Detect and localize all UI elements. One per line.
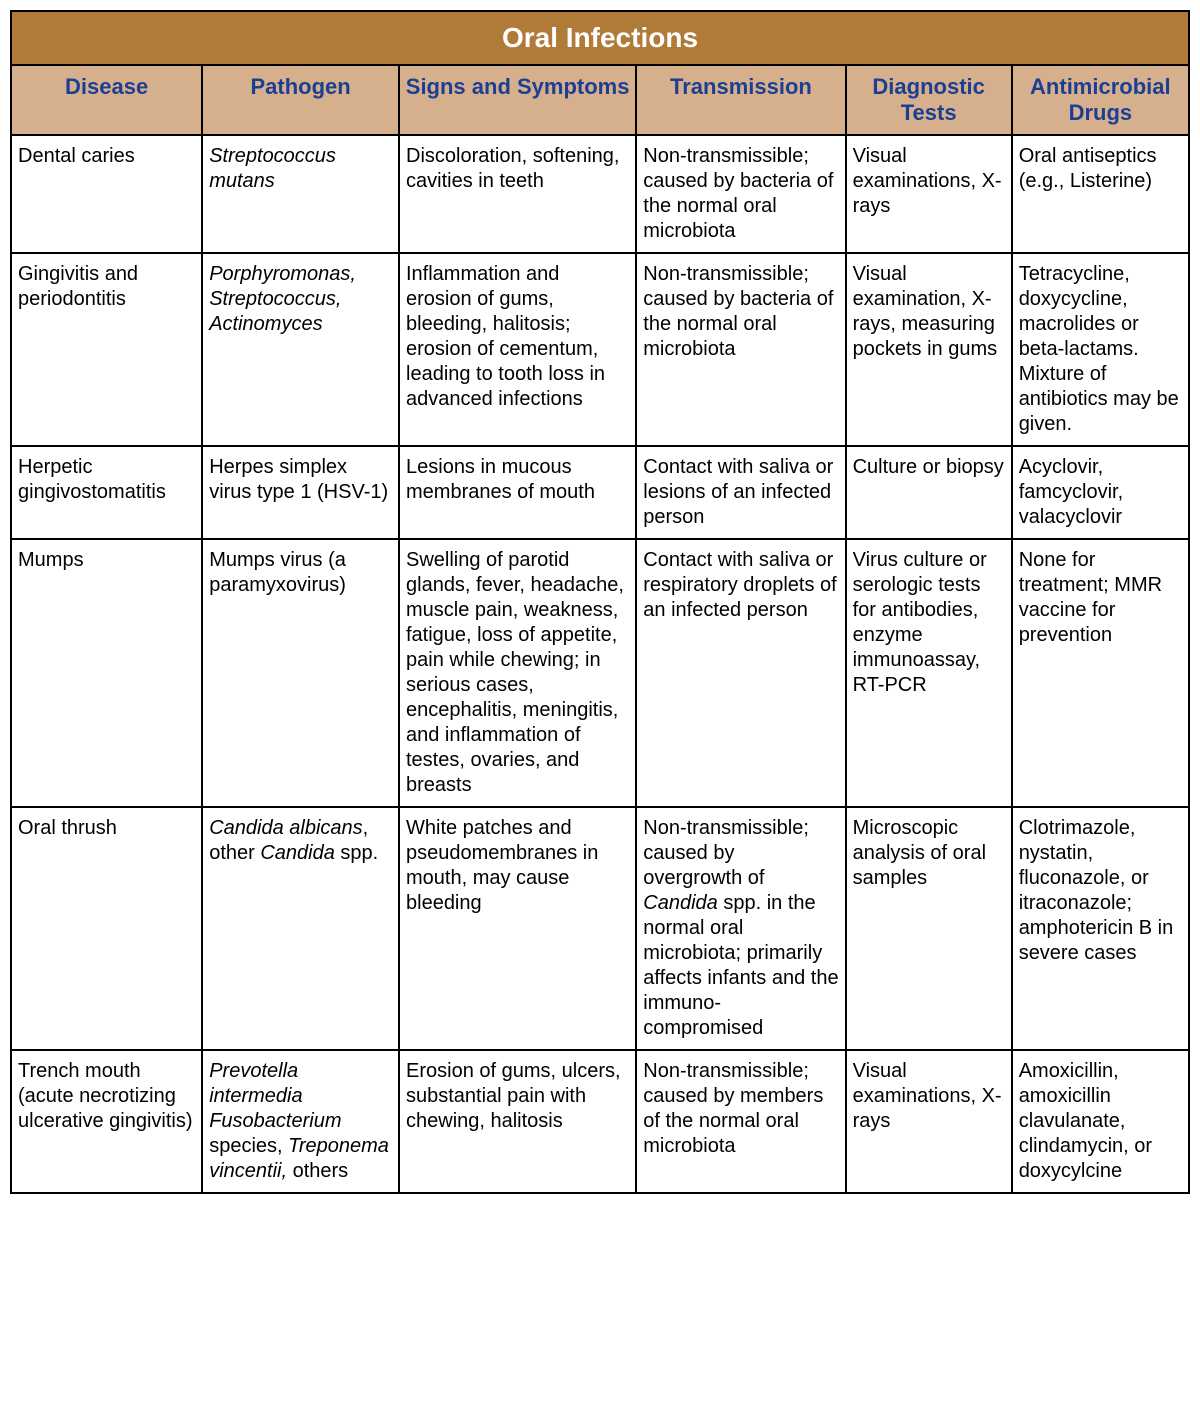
cell-symptoms: Discoloration, softening, cavities in te… <box>399 135 636 253</box>
trans-italic: Candida <box>643 892 718 914</box>
trans-pre: Non-transmissible; caused by overgrowth … <box>643 817 809 889</box>
cell-disease: Gingivitis and periodontitis <box>11 253 202 446</box>
pathogen-italic: Porphyromonas, Streptococcus, Actinomyce… <box>209 263 356 335</box>
cell-diagnostic: Culture or biopsy <box>846 446 1012 539</box>
cell-disease: Herpetic gingivostomatitis <box>11 446 202 539</box>
cell-transmission: Non-transmissible; caused by bacteria of… <box>636 135 845 253</box>
cell-diagnostic: Visual examinations, X-rays <box>846 135 1012 253</box>
cell-symptoms: Inflammation and erosion of gums, bleedi… <box>399 253 636 446</box>
cell-pathogen: Herpes simplex virus type 1 (HSV-1) <box>202 446 399 539</box>
cell-drugs: Amoxicillin, amoxicillin clavulanate, cl… <box>1012 1050 1189 1193</box>
pathogen-italic-a: Prevotella intermedia Fusobacterium <box>209 1060 341 1132</box>
cell-drugs: Clotrimazole, nystatin, fluconazole, or … <box>1012 807 1189 1050</box>
cell-disease: Mumps <box>11 539 202 807</box>
cell-transmission: Non-transmissible; caused by overgrowth … <box>636 807 845 1050</box>
cell-drugs: Oral antiseptics (e.g., Listerine) <box>1012 135 1189 253</box>
pathogen-italic-b: Candida <box>260 842 335 864</box>
pathogen-plain: Mumps virus (a paramyxovirus) <box>209 549 346 596</box>
pathogen-italic: Streptococcus mutans <box>209 145 336 192</box>
cell-symptoms: Swelling of parotid glands, fever, heada… <box>399 539 636 807</box>
table-row: Dental caries Streptococcus mutans Disco… <box>11 135 1189 253</box>
pathogen-plain-b: spp. <box>335 842 378 864</box>
cell-symptoms: White patches and pseudomembranes in mou… <box>399 807 636 1050</box>
cell-diagnostic: Virus culture or serologic tests for ant… <box>846 539 1012 807</box>
cell-disease: Trench mouth (acute necrotizing ulcerati… <box>11 1050 202 1193</box>
cell-drugs: Tetracycline, doxycycline, macrolides or… <box>1012 253 1189 446</box>
cell-transmission: Contact with saliva or lesions of an inf… <box>636 446 845 539</box>
pathogen-plain-b: others <box>287 1160 348 1182</box>
table-row: Trench mouth (acute necrotizing ulcerati… <box>11 1050 1189 1193</box>
table-row: Herpetic gingivostomatitis Herpes simple… <box>11 446 1189 539</box>
cell-pathogen: Streptococcus mutans <box>202 135 399 253</box>
table-body: Dental caries Streptococcus mutans Disco… <box>11 135 1189 1193</box>
trans-post: spp. in the normal oral microbiota; prim… <box>643 892 838 1039</box>
cell-pathogen: Porphyromonas, Streptococcus, Actinomyce… <box>202 253 399 446</box>
cell-diagnostic: Visual examinations, X-rays <box>846 1050 1012 1193</box>
pathogen-plain: Herpes simplex virus type 1 (HSV-1) <box>209 456 388 503</box>
header-drugs: Antimicrobial Drugs <box>1012 65 1189 135</box>
cell-drugs: Acyclovir, famcyclovir, valacyclovir <box>1012 446 1189 539</box>
cell-pathogen: Mumps virus (a paramyxovirus) <box>202 539 399 807</box>
header-symptoms: Signs and Symptoms <box>399 65 636 135</box>
header-pathogen: Pathogen <box>202 65 399 135</box>
cell-disease: Oral thrush <box>11 807 202 1050</box>
cell-diagnostic: Microscopic analysis of oral samples <box>846 807 1012 1050</box>
cell-symptoms: Lesions in mucous membranes of mouth <box>399 446 636 539</box>
pathogen-italic-a: Candida albicans <box>209 817 362 839</box>
cell-pathogen: Candida albicans, other Candida spp. <box>202 807 399 1050</box>
cell-symptoms: Erosion of gums, ulcers, substantial pai… <box>399 1050 636 1193</box>
header-disease: Disease <box>11 65 202 135</box>
table-title: Oral Infections <box>11 11 1189 65</box>
header-diagnostic: Diagnostic Tests <box>846 65 1012 135</box>
cell-transmission: Non-transmissible; caused by members of … <box>636 1050 845 1193</box>
title-row: Oral Infections <box>11 11 1189 65</box>
header-transmission: Transmission <box>636 65 845 135</box>
table-row: Mumps Mumps virus (a paramyxovirus) Swel… <box>11 539 1189 807</box>
table-row: Oral thrush Candida albicans, other Cand… <box>11 807 1189 1050</box>
oral-infections-table: Oral Infections Disease Pathogen Signs a… <box>10 10 1190 1194</box>
cell-transmission: Non-transmissible; caused by bacteria of… <box>636 253 845 446</box>
cell-pathogen: Prevotella intermedia Fusobacterium spec… <box>202 1050 399 1193</box>
cell-drugs: None for treatment; MMR vaccine for prev… <box>1012 539 1189 807</box>
header-row: Disease Pathogen Signs and Symptoms Tran… <box>11 65 1189 135</box>
pathogen-plain-a: species, <box>209 1135 288 1157</box>
cell-diagnostic: Visual examination, X-rays, measuring po… <box>846 253 1012 446</box>
oral-infections-table-wrap: Oral Infections Disease Pathogen Signs a… <box>10 10 1190 1194</box>
cell-disease: Dental caries <box>11 135 202 253</box>
cell-transmission: Contact with saliva or respiratory dropl… <box>636 539 845 807</box>
table-row: Gingivitis and periodontitis Porphyromon… <box>11 253 1189 446</box>
